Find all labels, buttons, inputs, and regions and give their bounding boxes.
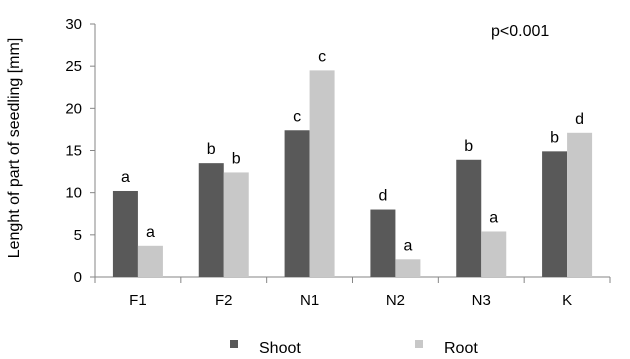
bar-root: [137, 245, 163, 277]
significance-letter: d: [378, 188, 387, 205]
significance-letter: a: [146, 224, 155, 241]
y-tick-label: 25: [65, 58, 82, 75]
legend-swatch-shoot: [230, 340, 238, 348]
p-value-annotation: p<0.001: [491, 23, 549, 40]
x-category-label: K: [562, 292, 572, 309]
significance-letter: b: [550, 129, 559, 146]
y-tick-label: 0: [74, 269, 82, 286]
significance-letter: b: [464, 138, 473, 155]
significance-letter: a: [403, 237, 412, 254]
significance-letter: c: [293, 108, 301, 125]
bar-root: [567, 132, 593, 277]
y-tick-label: 20: [65, 100, 82, 117]
y-tick-label: 10: [65, 185, 82, 202]
bar-root: [481, 231, 507, 277]
bar-shoot: [112, 190, 138, 277]
x-category-label: F2: [215, 292, 233, 309]
y-tick-label: 15: [65, 143, 82, 160]
bar-shoot: [456, 159, 482, 277]
significance-letter: b: [232, 150, 241, 167]
bar-shoot: [198, 163, 224, 277]
x-category-label: N3: [472, 292, 491, 309]
significance-letter: b: [207, 141, 216, 158]
legend: Shoot Root: [230, 340, 478, 357]
bar-root: [223, 172, 249, 277]
legend-swatch-root: [415, 340, 423, 348]
bar-root: [395, 259, 421, 277]
y-tick-label: 5: [74, 227, 82, 244]
significance-letter: c: [318, 48, 326, 65]
legend-label-root: Root: [444, 340, 478, 357]
bar-shoot: [284, 130, 310, 277]
bar-root: [309, 70, 335, 277]
x-category-label: N2: [386, 292, 405, 309]
x-category-label: F1: [129, 292, 147, 309]
y-axis-title: Lenght of part of seedling [mm]: [6, 38, 23, 259]
significance-letter: a: [121, 169, 130, 186]
legend-label-shoot: Shoot: [259, 340, 301, 357]
bar-shoot: [370, 209, 396, 277]
bar-shoot: [542, 151, 568, 277]
x-category-label: N1: [300, 292, 319, 309]
significance-letter: d: [575, 111, 584, 128]
significance-letter: a: [489, 209, 498, 226]
y-tick-label: 30: [65, 16, 82, 33]
